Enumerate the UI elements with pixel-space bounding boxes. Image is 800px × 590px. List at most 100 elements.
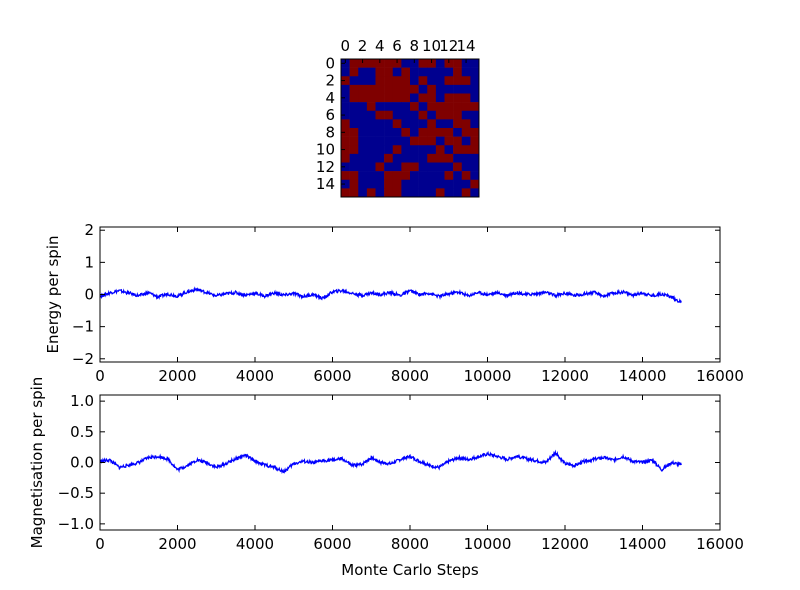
lattice-cell <box>366 93 376 103</box>
lattice-cell <box>349 102 359 112</box>
lattice-cell <box>435 171 445 181</box>
lattice-cell <box>427 110 437 120</box>
lattice-cell <box>392 145 402 155</box>
lattice-cell <box>410 188 419 198</box>
lattice-cell <box>444 93 454 103</box>
lattice-cell <box>341 179 350 189</box>
lattice-x-tick-label: 0 <box>341 37 351 55</box>
lattice-cell <box>470 162 480 172</box>
lattice-cell <box>341 128 350 137</box>
lattice-cell <box>410 153 419 163</box>
lattice-cell <box>444 162 454 172</box>
lattice-cell <box>470 171 480 181</box>
lattice-cell <box>453 162 463 172</box>
lattice-cell <box>392 171 402 181</box>
lattice-cell <box>461 102 471 112</box>
lattice-cell <box>392 110 402 120</box>
lattice-cell <box>418 76 428 86</box>
x-tick-label: 10000 <box>464 535 512 553</box>
lattice-cell <box>401 171 411 181</box>
lattice-cell <box>358 171 368 181</box>
lattice-cell <box>453 188 463 198</box>
lattice-cell <box>341 145 350 155</box>
lattice-cell <box>366 145 376 155</box>
lattice-cell <box>444 84 454 94</box>
lattice-cell <box>384 188 394 198</box>
lattice-cell <box>341 102 350 112</box>
lattice-cell <box>375 110 385 120</box>
lattice-cell <box>461 179 471 189</box>
lattice-cell <box>427 179 437 189</box>
lattice-cell <box>392 119 402 129</box>
lattice-cell <box>435 93 445 103</box>
lattice-cell <box>470 84 480 94</box>
lattice-cell <box>461 188 471 198</box>
lattice-cell <box>349 76 359 86</box>
lattice-cell <box>444 136 454 146</box>
lattice-cell <box>375 162 385 172</box>
lattice-cell <box>418 153 428 163</box>
x-tick-label: 0 <box>95 367 105 385</box>
lattice-cell <box>392 153 402 163</box>
lattice-frame <box>340 58 480 198</box>
lattice-cell <box>427 84 437 94</box>
lattice-cell <box>444 153 454 163</box>
lattice-cell <box>349 179 359 189</box>
lattice-cell <box>444 188 454 198</box>
lattice-cell <box>392 67 402 77</box>
x-tick-label: 12000 <box>541 367 589 385</box>
lattice-cell <box>418 119 428 129</box>
lattice-y-tick-label: 12 <box>316 158 335 176</box>
lattice-cell <box>384 102 394 112</box>
lattice-cell <box>358 119 368 129</box>
lattice-cell <box>435 136 445 146</box>
lattice-cell <box>418 145 428 155</box>
lattice-cell <box>435 188 445 198</box>
lattice-cell <box>375 136 385 146</box>
series-line <box>99 286 682 304</box>
lattice-cell <box>410 84 419 94</box>
lattice-cell <box>358 128 368 137</box>
lattice-cell <box>427 128 437 137</box>
lattice-cell <box>435 84 445 94</box>
lattice-cell <box>453 102 463 112</box>
lattice-cell <box>461 145 471 155</box>
lattice-cell <box>392 102 402 112</box>
lattice-cell <box>410 145 419 155</box>
lattice-cell <box>410 110 419 120</box>
lattice-cell <box>375 102 385 112</box>
lattice-cell <box>341 171 350 181</box>
lattice-cell <box>444 119 454 129</box>
lattice-cell <box>349 84 359 94</box>
lattice-cell <box>401 93 411 103</box>
series-line <box>99 449 682 474</box>
lattice-cell <box>453 128 463 137</box>
lattice-y-tick-label: 10 <box>316 141 335 159</box>
y-tick-label: −1.0 <box>58 515 94 533</box>
lattice-cell <box>461 93 471 103</box>
lattice-cell <box>375 59 385 68</box>
lattice-cell <box>470 110 480 120</box>
lattice-cell <box>392 179 402 189</box>
lattice-cell <box>444 76 454 86</box>
lattice-x-tick-label: 6 <box>392 37 402 55</box>
lattice-cell <box>366 119 376 129</box>
lattice-cell <box>418 136 428 146</box>
lattice-cell <box>358 76 368 86</box>
energy-plot: 0 2000 4000 6000 8000 10000 12000 14000 16000 −2 −… <box>44 221 744 385</box>
lattice-cell <box>341 162 350 172</box>
lattice-cell <box>375 128 385 137</box>
lattice-cell <box>392 76 402 86</box>
lattice-cell <box>366 76 376 86</box>
lattice-cell <box>349 188 359 198</box>
lattice-cell <box>410 59 419 68</box>
lattice-cell <box>410 179 419 189</box>
lattice-cell <box>384 110 394 120</box>
y-axis-label: Magnetisation per spin <box>28 377 46 549</box>
lattice-cell <box>461 136 471 146</box>
lattice-cell <box>461 84 471 94</box>
lattice-cell <box>349 136 359 146</box>
lattice-cell <box>401 188 411 198</box>
lattice-cell <box>358 59 368 68</box>
